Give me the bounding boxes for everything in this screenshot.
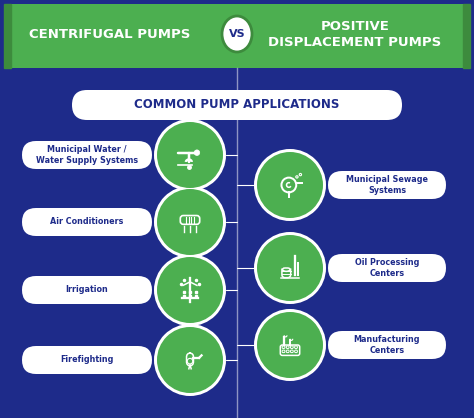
FancyBboxPatch shape: [328, 331, 446, 359]
Ellipse shape: [222, 16, 252, 52]
FancyBboxPatch shape: [22, 208, 152, 236]
Circle shape: [254, 149, 326, 221]
Text: VS: VS: [228, 29, 246, 39]
Circle shape: [254, 232, 326, 304]
Circle shape: [157, 189, 223, 255]
FancyBboxPatch shape: [22, 141, 152, 169]
Circle shape: [157, 257, 223, 323]
Text: Air Conditioners: Air Conditioners: [50, 217, 124, 227]
Text: Municipal Sewage
Systems: Municipal Sewage Systems: [346, 175, 428, 195]
Text: Firefighting: Firefighting: [60, 355, 114, 364]
Text: COMMON PUMP APPLICATIONS: COMMON PUMP APPLICATIONS: [134, 99, 340, 112]
Text: POSITIVE
DISPLACEMENT PUMPS: POSITIVE DISPLACEMENT PUMPS: [268, 20, 442, 48]
Circle shape: [154, 324, 226, 396]
Circle shape: [254, 309, 326, 381]
FancyBboxPatch shape: [328, 254, 446, 282]
Text: Manufacturing
Centers: Manufacturing Centers: [354, 335, 420, 355]
Bar: [4, 4, 11, 68]
FancyBboxPatch shape: [4, 4, 470, 68]
Circle shape: [157, 327, 223, 393]
Circle shape: [157, 122, 223, 188]
Circle shape: [257, 152, 323, 218]
Circle shape: [194, 150, 200, 155]
Text: CENTRIFUGAL PUMPS: CENTRIFUGAL PUMPS: [29, 28, 191, 41]
Text: Oil Processing
Centers: Oil Processing Centers: [355, 258, 419, 278]
Bar: [463, 4, 470, 68]
Circle shape: [154, 186, 226, 258]
FancyBboxPatch shape: [328, 171, 446, 199]
Text: Irrigation: Irrigation: [65, 285, 109, 295]
Circle shape: [257, 312, 323, 378]
Circle shape: [154, 254, 226, 326]
Circle shape: [154, 119, 226, 191]
FancyBboxPatch shape: [72, 90, 402, 120]
Text: Municipal Water /
Water Supply Systems: Municipal Water / Water Supply Systems: [36, 145, 138, 165]
Circle shape: [257, 235, 323, 301]
FancyBboxPatch shape: [22, 276, 152, 304]
FancyBboxPatch shape: [22, 346, 152, 374]
